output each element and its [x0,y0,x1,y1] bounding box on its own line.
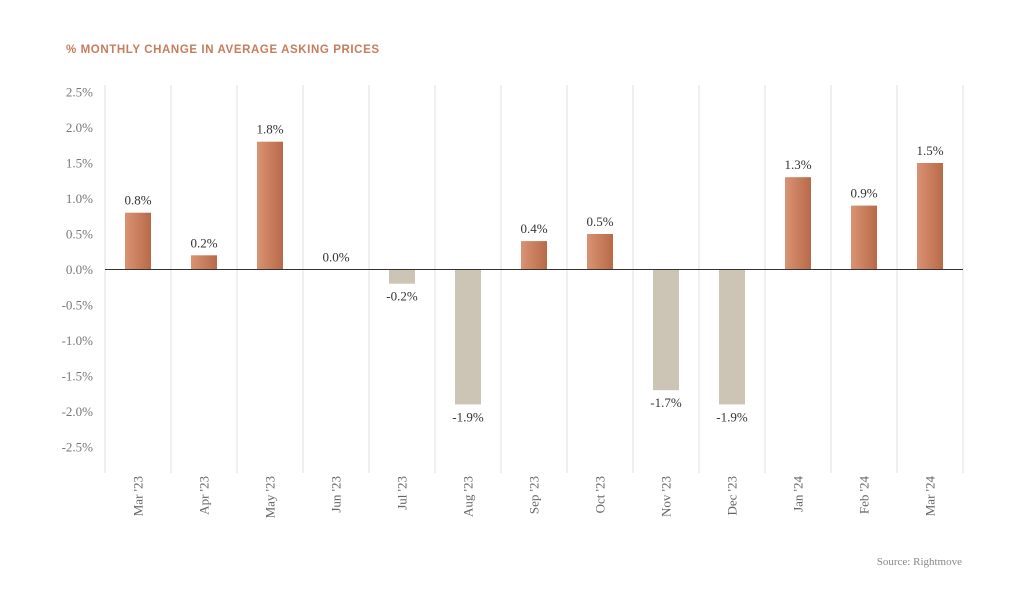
bar-aug-23 [455,269,481,405]
category-label: Mar '23 [131,476,146,516]
gridlines [104,85,964,473]
chart-title: % MONTHLY CHANGE IN AVERAGE ASKING PRICE… [66,44,380,56]
data-label: 0.8% [124,193,151,208]
y-tick-label: 1.0% [66,191,93,206]
category-label: Mar '24 [923,476,938,517]
x-axis-labels: Mar '23 Apr '23 May '23 Jun '23 Jul '23 Aug '… [131,476,938,519]
data-label: 0.9% [850,186,877,201]
bar-feb-24 [851,205,877,270]
y-tick-label: 0.5% [66,227,93,242]
y-tick-label: -2.0% [62,404,94,419]
category-label: Oct '23 [593,476,608,513]
bar-mar-24 [917,163,943,270]
category-label: Aug '23 [461,476,476,517]
bar-nov-23 [653,269,679,391]
bar-dec-23 [719,269,745,405]
data-label: -1.9% [452,409,484,424]
bar-sep-23 [521,241,547,270]
bars [125,141,943,405]
bar-may-23 [257,141,283,270]
category-label: Jun '23 [329,476,344,513]
source-note: Source: Rightmove [876,556,962,568]
data-label: -0.2% [386,289,418,304]
bar-jul-23 [389,269,415,284]
bar-oct-23 [587,234,613,270]
category-label: May '23 [263,476,278,518]
category-label: Jan '24 [791,476,806,512]
data-label: 1.3% [784,157,811,172]
y-tick-label: 0.0% [66,262,93,277]
y-tick-label: -2.5% [62,440,94,455]
bar-apr-23 [191,255,217,270]
y-tick-label: 1.5% [66,156,93,171]
y-tick-label: 2.5% [66,85,93,100]
bar-mar-23 [125,212,151,270]
y-tick-label: -1.0% [62,333,94,348]
y-tick-label: -1.5% [62,369,94,384]
bar-jan-24 [785,177,811,270]
data-label: 1.8% [256,122,283,137]
data-label: 0.4% [520,221,547,236]
data-label: 1.5% [916,143,943,158]
category-label: Apr '23 [197,476,212,515]
data-label: 0.5% [586,214,613,229]
data-label: 0.2% [190,235,217,250]
category-label: Sep '23 [527,476,542,514]
data-label: -1.7% [650,395,682,410]
data-label: 0.0% [322,250,349,265]
y-axis-ticks: 2.5% 2.0% 1.5% 1.0% 0.5% 0.0% -0.5% -1.0% -1.5% -… [62,85,94,455]
category-label: Jul '23 [395,476,410,510]
data-labels: 0.8% 0.2% 1.8% 0.0% -0.2% -1.9% 0.4% 0.5% -1.7% -… [124,122,943,425]
data-label: -1.9% [716,409,748,424]
y-tick-label: -0.5% [62,298,94,313]
category-label: Nov '23 [659,476,674,517]
y-tick-label: 2.0% [66,120,93,135]
category-label: Feb '24 [857,476,872,515]
category-label: Dec '23 [725,476,740,516]
